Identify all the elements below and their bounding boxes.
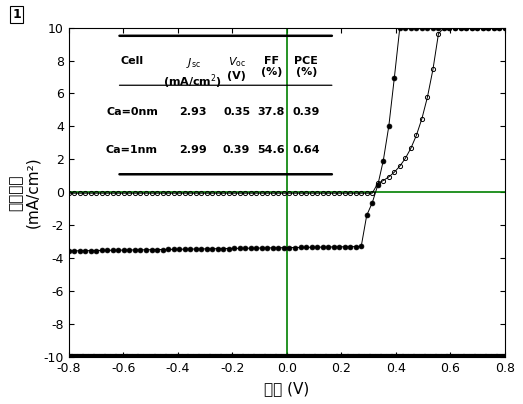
Text: $J_{\rm sc}$
(mA/cm$^2$): $J_{\rm sc}$ (mA/cm$^2$) [164, 56, 222, 91]
Text: 0.35: 0.35 [223, 107, 250, 117]
Text: Ca=0nm: Ca=0nm [106, 107, 158, 117]
Text: 2.93: 2.93 [179, 107, 207, 117]
Text: 54.6: 54.6 [258, 145, 285, 155]
Text: Ca=1nm: Ca=1nm [106, 145, 158, 155]
Text: 37.8: 37.8 [258, 107, 285, 117]
Text: Cell: Cell [120, 56, 143, 65]
Y-axis label: 电流密度
(mA/cm²): 电流密度 (mA/cm²) [8, 157, 41, 228]
Text: $V_{\rm oc}$
(V): $V_{\rm oc}$ (V) [227, 56, 246, 81]
X-axis label: 电压 (V): 电压 (V) [264, 381, 309, 396]
Text: 1: 1 [12, 8, 21, 21]
Text: PCE
(%): PCE (%) [294, 56, 319, 77]
Text: 0.64: 0.64 [292, 145, 320, 155]
Text: 2.99: 2.99 [179, 145, 207, 155]
Text: 0.39: 0.39 [293, 107, 320, 117]
Text: 0.39: 0.39 [223, 145, 251, 155]
Text: FF
(%): FF (%) [261, 56, 282, 77]
